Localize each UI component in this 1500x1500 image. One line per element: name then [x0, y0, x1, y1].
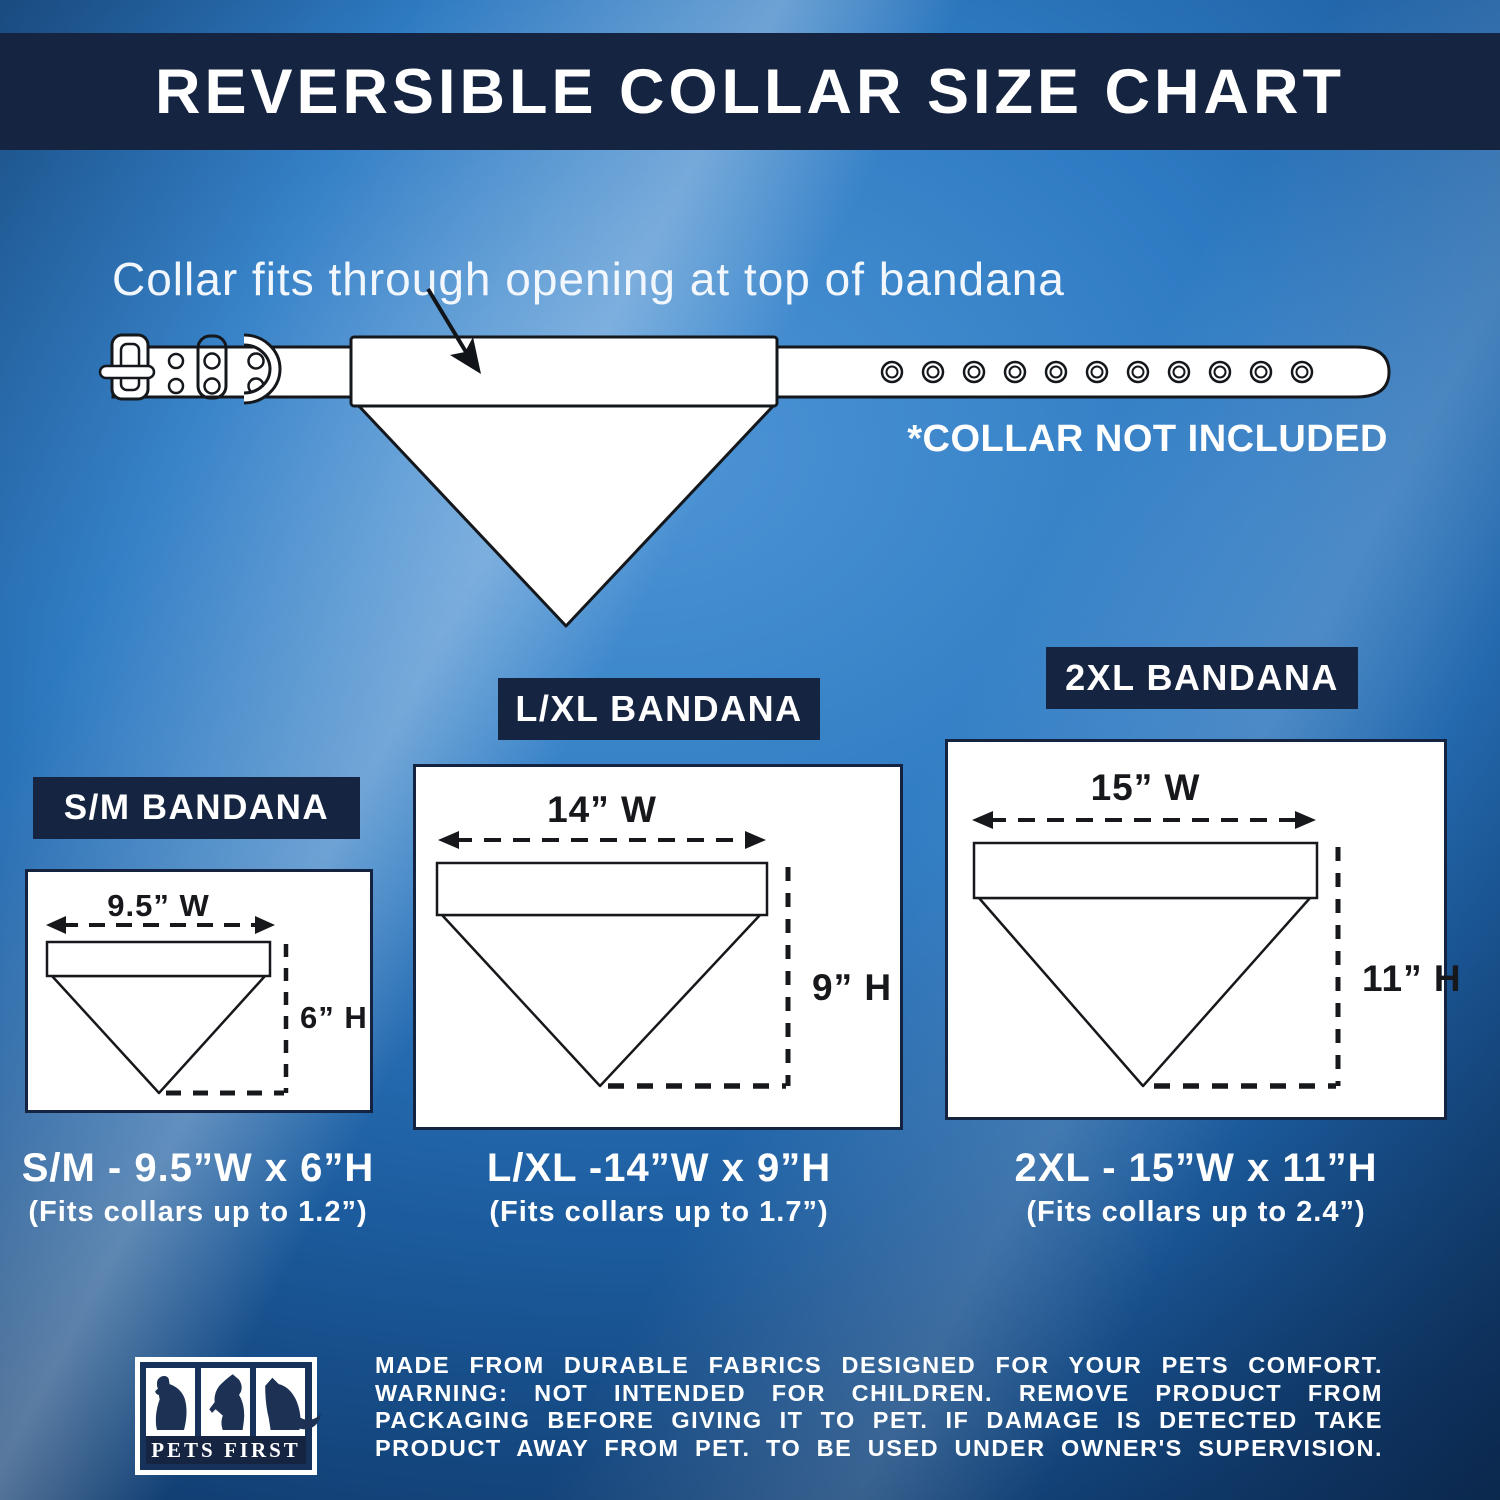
pointer-arrow — [426, 287, 481, 374]
brand-name: PETS FIRST — [151, 1437, 301, 1462]
brand-band: PETS FIRST — [146, 1436, 306, 1464]
size-label-sm: S/M BANDANA — [33, 777, 360, 839]
size-label-2xl: 2XL BANDANA — [1046, 647, 1358, 709]
size-panel-lxl: 14” W 9” H — [413, 764, 903, 1130]
size-label-sm-text: S/M BANDANA — [63, 788, 330, 827]
height-dimension-lxl: 9” H — [812, 967, 893, 1008]
pets-first-logo: PETS FIRST — [135, 1357, 321, 1475]
disclaimer-line-4: PRODUCT AWAY FROM PET. TO BE USED UNDER … — [375, 1434, 1383, 1461]
buckle-prong — [98, 364, 156, 380]
page-title: REVERSIBLE COLLAR SIZE CHART — [154, 56, 1346, 127]
collar-eyelets — [880, 360, 1314, 384]
logo-tile-1 — [146, 1368, 195, 1438]
dog-silhouette-howling — [209, 1374, 245, 1430]
keeper-loop — [196, 334, 228, 400]
title-band: REVERSIBLE COLLAR SIZE CHART — [0, 33, 1500, 150]
logo-dog-tiles — [146, 1368, 321, 1438]
caption-sm: S/M - 9.5”W x 6”H — [21, 1146, 375, 1190]
logo-tile-2 — [201, 1368, 250, 1438]
collar-illustration — [98, 287, 1391, 628]
size-diagram-lxl — [435, 831, 791, 1089]
disclaimer-text: MADE FROM DURABLE FABRICS DESIGNED FOR Y… — [375, 1352, 1383, 1462]
size-label-lxl-text: L/XL BANDANA — [515, 688, 803, 729]
width-dimension-lxl: 14” W — [547, 789, 657, 830]
size-label-lxl: L/XL BANDANA — [498, 678, 820, 740]
collar-note-text: Collar fits through opening at top of ba… — [112, 253, 1065, 305]
disclaimer-line-1: MADE FROM DURABLE FABRICS DESIGNED FOR Y… — [375, 1352, 1383, 1378]
height-dimension-sm: 6” H — [300, 1000, 368, 1035]
caption-lxl-fits: (Fits collars up to 1.7”) — [489, 1196, 829, 1228]
disclaimer-line-3: PACKAGING BEFORE GIVING IT TO PET. IF DA… — [375, 1407, 1383, 1433]
caption-lxl: L/XL -14”W x 9”H — [486, 1146, 832, 1190]
size-label-2xl-text: 2XL BANDANA — [1065, 657, 1339, 698]
caption-2xl-fits: (Fits collars up to 2.4”) — [1026, 1196, 1366, 1228]
size-diagram-sm — [45, 916, 289, 1096]
caption-sm-fits: (Fits collars up to 1.2”) — [28, 1196, 368, 1228]
logo-tile-3 — [256, 1368, 321, 1438]
d-ring — [243, 333, 282, 405]
width-dimension-sm: 9.5” W — [107, 888, 210, 923]
dog-silhouette-retriever — [155, 1376, 187, 1430]
bandana-sleeve — [349, 335, 779, 408]
size-panel-sm: 9.5” W 6” H — [25, 869, 373, 1113]
width-dimension-2xl: 15” W — [1090, 767, 1201, 808]
strap-holes — [167, 352, 265, 395]
size-diagram-2xl — [972, 811, 1341, 1089]
collar-not-included-text: *COLLAR NOT INCLUDED — [907, 418, 1388, 460]
bandana-triangle — [355, 402, 777, 628]
disclaimer-line-2: WARNING: NOT INTENDED FOR CHILDREN. REMO… — [375, 1379, 1383, 1406]
height-dimension-2xl: 11” H — [1362, 958, 1462, 999]
caption-2xl: 2XL - 15”W x 11”H — [1014, 1146, 1378, 1190]
size-panel-2xl: 15” W 11” H — [945, 739, 1461, 1120]
dog-silhouette-shepherd — [265, 1377, 321, 1430]
